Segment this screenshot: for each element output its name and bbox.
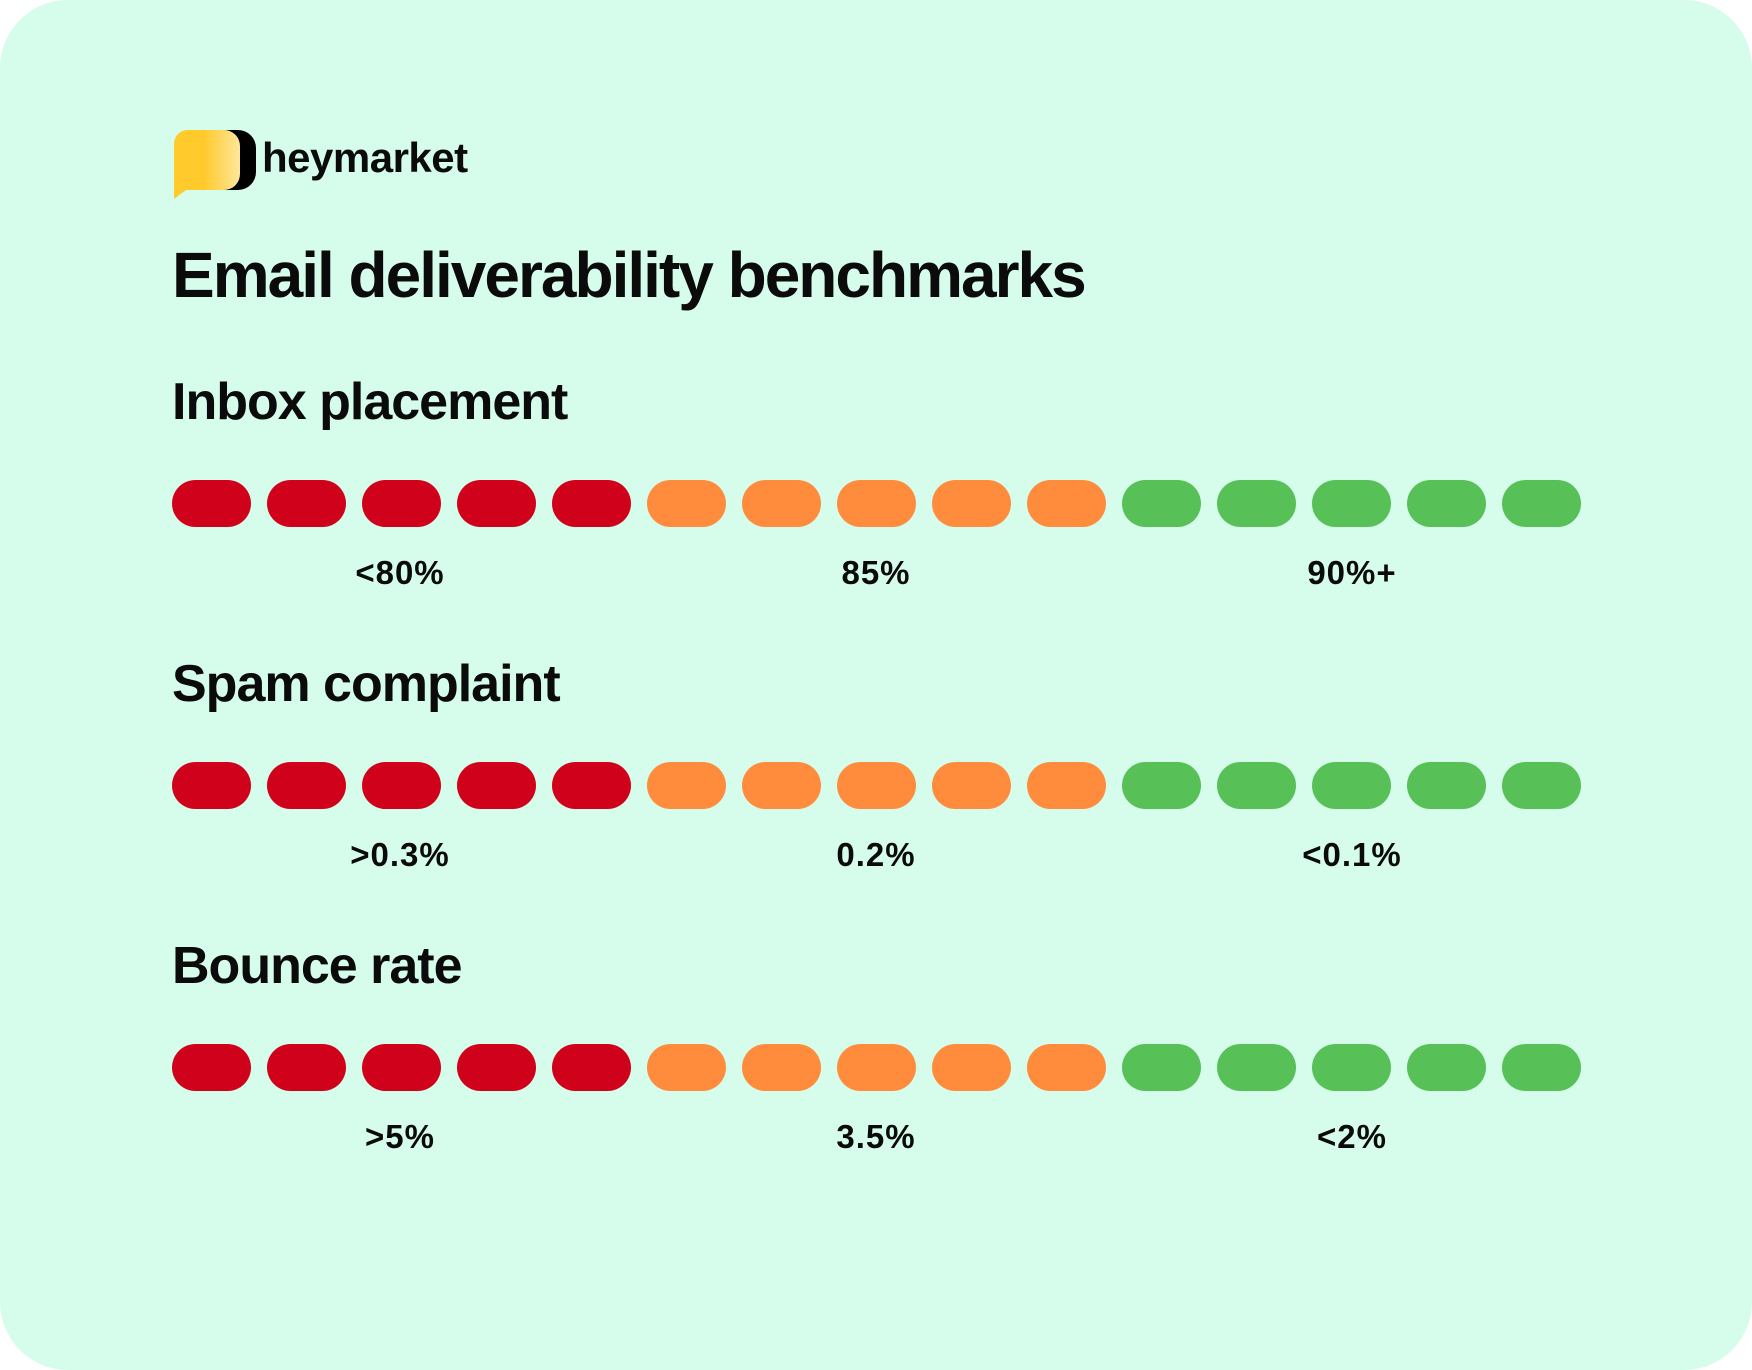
scale-segment-poor <box>172 762 251 809</box>
scale-segment-average <box>837 762 916 809</box>
scale-segment-average <box>1027 480 1106 527</box>
scale-segment-good <box>1502 762 1581 809</box>
scale-segment-poor <box>267 762 346 809</box>
scale-segment-poor <box>267 1044 346 1091</box>
scale-segment-average <box>837 1044 916 1091</box>
section-heading: Bounce rate <box>172 937 463 995</box>
scale-segment-average <box>932 762 1011 809</box>
page-title: Email deliverability benchmarks <box>172 239 1087 311</box>
brand-name: heymarket <box>262 134 468 181</box>
scale-segment-average <box>837 480 916 527</box>
scale-segment-poor <box>457 762 536 809</box>
label-poor: >0.3% <box>350 836 450 873</box>
scale-segment-poor <box>457 1044 536 1091</box>
scale-segment-good <box>1502 480 1581 527</box>
heymarket-logo-icon <box>173 130 256 199</box>
scale-segment-average <box>647 480 726 527</box>
scale-segment-good <box>1122 1044 1201 1091</box>
scale-segment-poor <box>457 480 536 527</box>
scale-segment-poor <box>362 762 441 809</box>
scale-segment-good <box>1502 1044 1581 1091</box>
scale-segment-poor <box>552 480 631 527</box>
label-poor: >5% <box>365 1118 435 1155</box>
scale-segment-average <box>932 1044 1011 1091</box>
scale-segment-average <box>647 1044 726 1091</box>
scale-segment-poor <box>172 480 251 527</box>
scale-segment-good <box>1312 480 1391 527</box>
section-heading: Inbox placement <box>172 373 568 431</box>
label-good: <0.1% <box>1302 836 1402 873</box>
section-inbox-placement: Inbox placement <80% 85% 90%+ <box>172 372 1592 632</box>
scale-segment-average <box>932 480 1011 527</box>
scale-segment-good <box>1407 762 1486 809</box>
scale-segment-good <box>1217 480 1296 527</box>
section-heading: Spam complaint <box>172 655 561 713</box>
benchmark-scale <box>172 762 1592 809</box>
scale-segment-good <box>1217 762 1296 809</box>
label-good: 90%+ <box>1307 554 1397 591</box>
scale-segment-poor <box>552 1044 631 1091</box>
scale-segment-poor <box>172 1044 251 1091</box>
section-bounce-rate: Bounce rate >5% 3.5% <2% <box>172 936 1592 1196</box>
scale-segment-average <box>742 1044 821 1091</box>
label-poor: <80% <box>355 554 445 591</box>
scale-segment-good <box>1407 1044 1486 1091</box>
label-average: 3.5% <box>836 1118 916 1155</box>
scale-segment-poor <box>362 1044 441 1091</box>
benchmark-scale <box>172 480 1592 527</box>
scale-segment-average <box>742 480 821 527</box>
scale-segment-good <box>1217 1044 1296 1091</box>
scale-segment-good <box>1122 762 1201 809</box>
scale-segment-good <box>1407 480 1486 527</box>
label-good: <2% <box>1317 1118 1387 1155</box>
section-spam-complaint: Spam complaint >0.3% 0.2% <0.1% <box>172 654 1592 914</box>
benchmark-scale <box>172 1044 1592 1091</box>
scale-segment-average <box>647 762 726 809</box>
scale-segment-poor <box>267 480 346 527</box>
scale-segment-average <box>1027 762 1106 809</box>
label-average: 0.2% <box>836 836 916 873</box>
label-average: 85% <box>841 554 911 591</box>
scale-segment-poor <box>552 762 631 809</box>
scale-segment-poor <box>362 480 441 527</box>
scale-segment-average <box>742 762 821 809</box>
scale-segment-average <box>1027 1044 1106 1091</box>
scale-segment-good <box>1122 480 1201 527</box>
scale-segment-good <box>1312 762 1391 809</box>
scale-segment-good <box>1312 1044 1391 1091</box>
